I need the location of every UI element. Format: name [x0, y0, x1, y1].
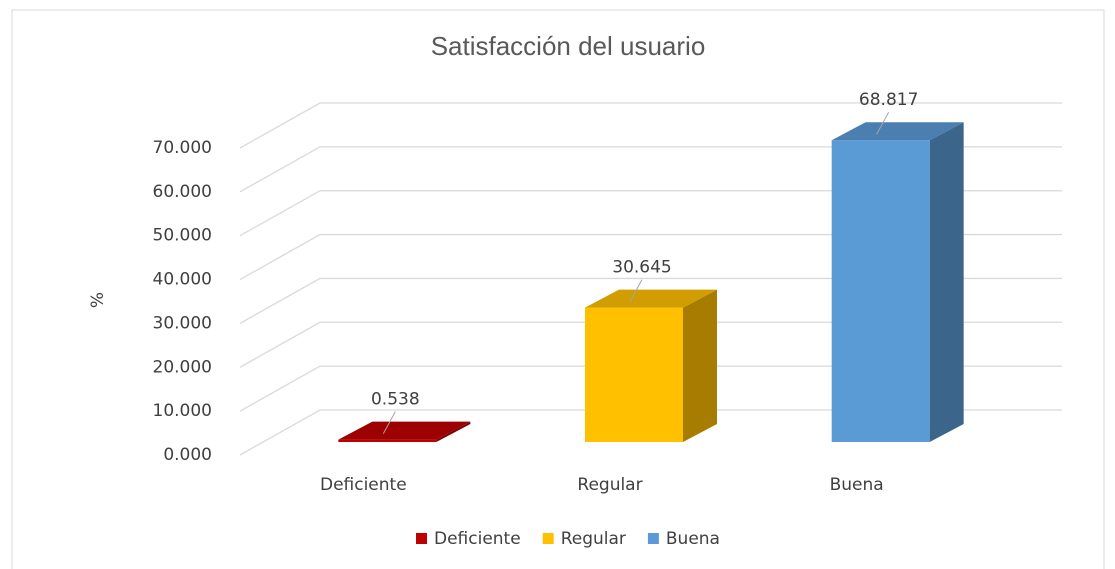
bar-side [436, 421, 471, 442]
y-axis-label: % [88, 292, 108, 308]
x-tick-label: Deficiente [320, 475, 407, 495]
legend-label: Regular [561, 529, 626, 549]
bar-side [929, 122, 964, 443]
bar-top [831, 122, 964, 141]
y-tick-label: 0.000 [163, 445, 212, 465]
leader-line [629, 279, 643, 302]
grid-line [239, 277, 1062, 324]
legend-swatch [647, 533, 659, 544]
bar-front [585, 307, 683, 442]
legend-label: Deficiente [434, 529, 521, 549]
bar [338, 421, 471, 442]
bar-front [831, 140, 930, 442]
bar-top [338, 421, 471, 440]
grid-line [239, 102, 1062, 149]
x-tick-label: Buena [830, 475, 884, 495]
y-tick-label: 10.000 [153, 401, 212, 421]
y-tick-label: 50.000 [153, 226, 212, 246]
y-tick-label: 40.000 [153, 270, 212, 290]
grid-line [239, 190, 1062, 237]
grid-line [239, 409, 1062, 456]
x-tick-label: Regular [577, 475, 642, 495]
grid-line [239, 146, 1062, 193]
grid-line [239, 321, 1062, 368]
y-tick-label: 70.000 [153, 138, 212, 158]
bar-top [585, 289, 717, 308]
grid-line [239, 365, 1062, 412]
value-label: 30.645 [612, 258, 671, 278]
legend-swatch [416, 533, 428, 544]
bar-front [338, 439, 437, 442]
value-label: 68.817 [859, 90, 918, 110]
y-tick-label: 30.000 [153, 313, 212, 333]
grid-line [239, 233, 1062, 281]
bar [831, 122, 964, 443]
leader-line [876, 111, 890, 135]
bar [585, 289, 717, 442]
y-tick-label: 20.000 [153, 357, 212, 377]
y-tick-label: 60.000 [153, 182, 212, 202]
leader-line [382, 411, 396, 434]
chart-title: Satisfacción del usuario [431, 31, 706, 61]
bar-side [683, 289, 717, 442]
legend-label: Buena [666, 529, 720, 549]
legend-swatch [542, 533, 554, 544]
value-label: 0.538 [371, 390, 420, 410]
